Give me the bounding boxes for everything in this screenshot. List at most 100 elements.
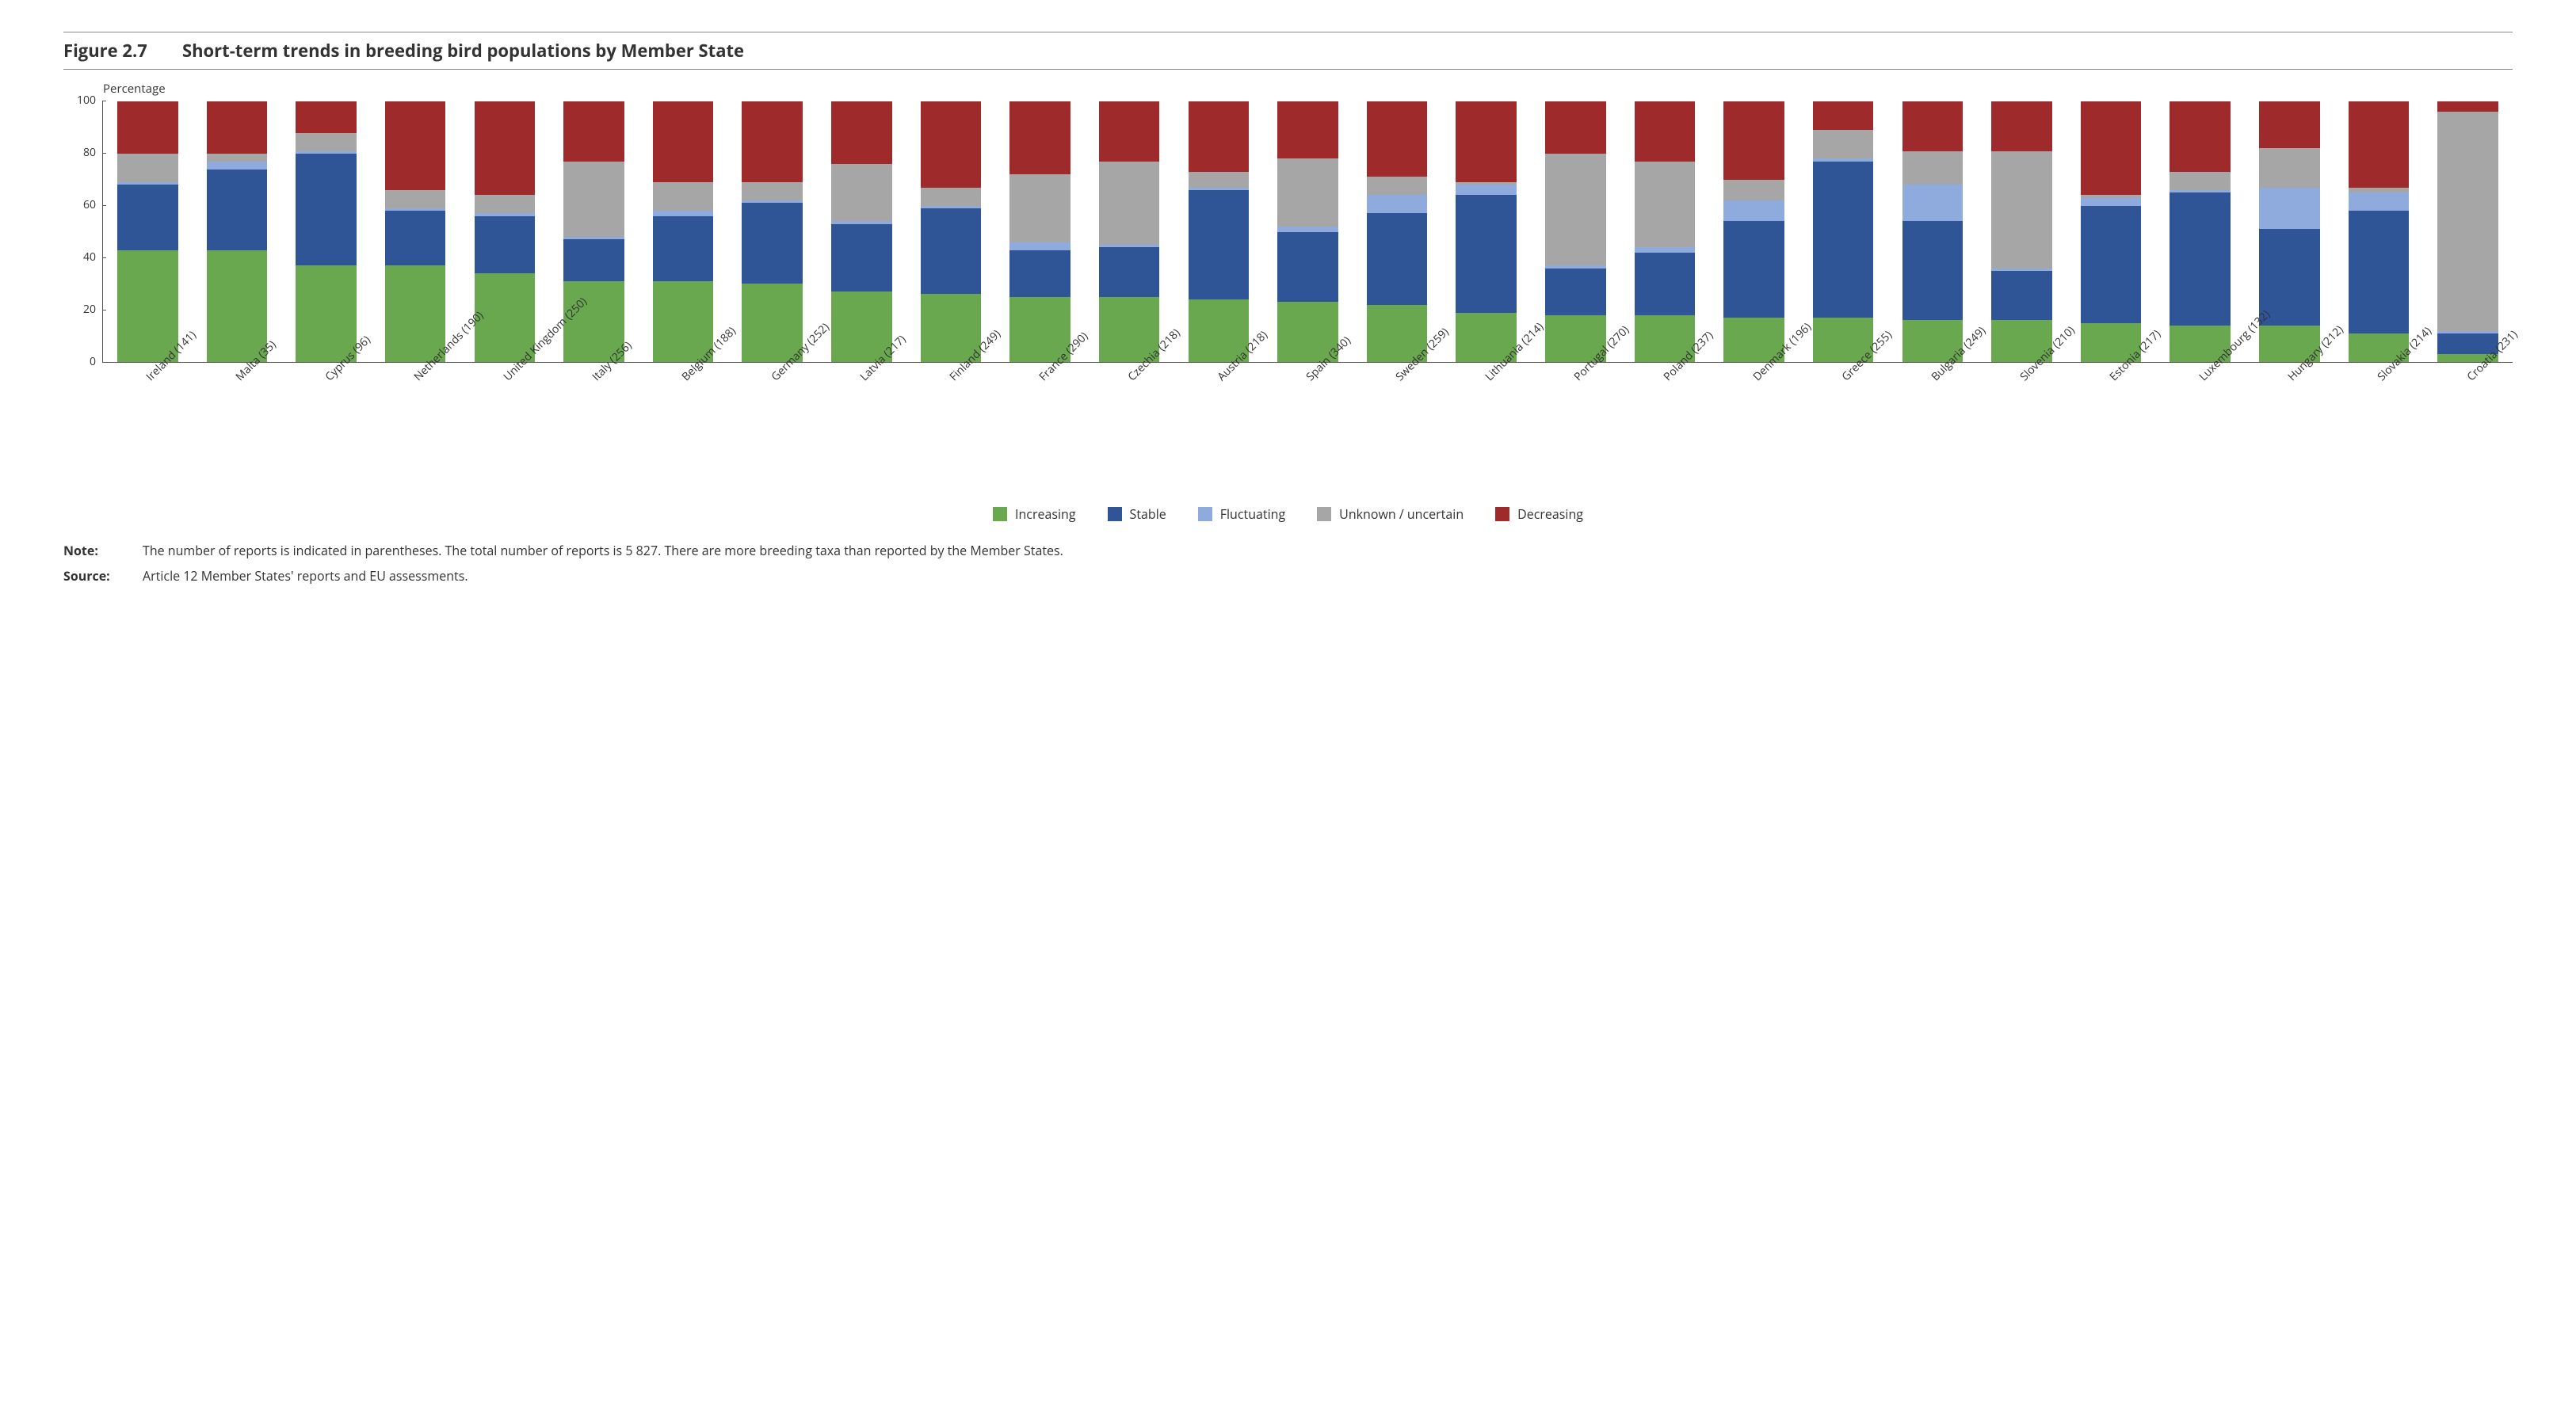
x-label-slot: Lithuania (214): [1441, 363, 1531, 497]
bar-segment-decreasing: [1277, 101, 1338, 158]
bar-slot: [103, 101, 193, 362]
bar-segment-unknown: [475, 195, 536, 213]
bar-segment-decreasing: [1991, 101, 2052, 151]
stacked-bar: [831, 101, 892, 362]
y-tick-label: 80: [83, 145, 96, 160]
bar-segment-decreasing: [1635, 101, 1696, 162]
legend-label: Fluctuating: [1220, 505, 1285, 523]
figure-title: Short-term trends in breeding bird popul…: [182, 39, 744, 63]
bar-slot: [817, 101, 906, 362]
bar-slot: [2067, 101, 2156, 362]
bar-segment-fluctuating: [2349, 192, 2410, 211]
bar-segment-unknown: [1635, 162, 1696, 248]
bar-segment-decreasing: [742, 101, 803, 182]
bar-slot: [727, 101, 817, 362]
stacked-bar: [742, 101, 803, 362]
bar-segment-decreasing: [385, 101, 446, 190]
bar-segment-stable: [653, 216, 714, 281]
x-label-slot: Bulgaria (249): [1888, 363, 1978, 497]
bar-segment-fluctuating: [1723, 200, 1784, 221]
bar-segment-unknown: [117, 154, 178, 182]
stacked-bar: [2081, 101, 2142, 362]
x-label-slot: Netherlands (190): [371, 363, 460, 497]
bar-segment-fluctuating: [207, 162, 268, 170]
bar-segment-stable: [921, 208, 982, 295]
y-axis: 020406080100: [63, 101, 103, 363]
figure-container: Figure 2.7 Short-term trends in breeding…: [63, 32, 2513, 585]
y-axis-label: Percentage: [103, 81, 2513, 97]
bar-segment-decreasing: [1813, 101, 1874, 130]
stacked-bar: [653, 101, 714, 362]
bar-segment-stable: [1545, 269, 1606, 315]
bar-segment-unknown: [653, 182, 714, 211]
bar-segment-fluctuating: [653, 211, 714, 216]
bar-segment-decreasing: [1456, 101, 1517, 182]
stacked-bar: [1277, 101, 1338, 362]
bar-slot: [906, 101, 996, 362]
bar-segment-fluctuating: [1367, 195, 1428, 213]
bar-segment-unknown: [1009, 174, 1070, 242]
bar-segment-decreasing: [1902, 101, 1963, 151]
bar-segment-stable: [1009, 250, 1070, 297]
x-axis-labels: Ireland (141)Malta (35)Cyprus (96)Nether…: [103, 363, 2513, 497]
y-tick-label: 40: [83, 250, 96, 265]
stacked-bar: [1456, 101, 1517, 362]
bar-slot: [1977, 101, 2067, 362]
bar-segment-decreasing: [563, 101, 624, 162]
x-label-slot: Latvia (217): [817, 363, 906, 497]
x-label-slot: Sweden (259): [1353, 363, 1442, 497]
bar-segment-stable: [1813, 162, 1874, 318]
x-label-slot: United Kingdom (250): [460, 363, 550, 497]
stacked-bar: [1813, 101, 1874, 362]
stacked-bar: [921, 101, 982, 362]
bar-segment-fluctuating: [1277, 227, 1338, 232]
bar-segment-unknown: [2259, 148, 2320, 187]
source-label: Source:: [63, 567, 143, 585]
bar-segment-decreasing: [117, 101, 178, 154]
bar-segment-fluctuating: [1009, 242, 1070, 250]
legend-label: Stable: [1130, 505, 1166, 523]
note-label: Note:: [63, 542, 143, 559]
bar-slot: [1263, 101, 1353, 362]
bar-segment-increasing: [117, 250, 178, 362]
legend-item-decreasing: Decreasing: [1495, 505, 1583, 523]
x-label-slot: Slovakia (214): [2334, 363, 2424, 497]
bar-segment-decreasing: [1723, 101, 1784, 180]
bar-segment-fluctuating: [1635, 247, 1696, 253]
bar-segment-increasing: [207, 250, 268, 362]
note-text: The number of reports is indicated in pa…: [143, 542, 2513, 559]
stacked-bar: [2349, 101, 2410, 362]
bar-segment-stable: [1991, 271, 2052, 321]
x-label-slot: Italy (256): [549, 363, 639, 497]
bar-segment-stable: [2170, 192, 2231, 326]
legend-swatch: [1495, 507, 1509, 521]
bar-segment-unknown: [2437, 112, 2498, 330]
bar-segment-fluctuating: [2081, 198, 2142, 206]
bar-segment-unknown: [2349, 188, 2410, 193]
x-label-slot: Belgium (188): [639, 363, 728, 497]
bar-segment-unknown: [563, 162, 624, 237]
x-label-slot: Luxembourg (132): [2155, 363, 2245, 497]
bar-slot: [281, 101, 371, 362]
bar-segment-decreasing: [1009, 101, 1070, 174]
bar-segment-unknown: [385, 190, 446, 208]
stacked-bar: [2437, 101, 2498, 362]
bar-slot: [371, 101, 460, 362]
bar-segment-unknown: [1902, 151, 1963, 185]
bar-slot: [193, 101, 282, 362]
source-text: Article 12 Member States' reports and EU…: [143, 567, 2513, 585]
x-label-slot: Finland (249): [906, 363, 996, 497]
bar-segment-stable: [385, 211, 446, 265]
legend-swatch: [1108, 507, 1122, 521]
bar-segment-decreasing: [1099, 101, 1160, 162]
bar-segment-decreasing: [831, 101, 892, 164]
bar-segment-stable: [1277, 232, 1338, 303]
x-label-slot: Hungary (212): [2245, 363, 2334, 497]
legend-item-unknown: Unknown / uncertain: [1317, 505, 1464, 523]
bar-segment-unknown: [1991, 151, 2052, 269]
x-label-slot: Austria (218): [1174, 363, 1264, 497]
bar-slot: [2334, 101, 2424, 362]
x-label-slot: Denmark (196): [1709, 363, 1799, 497]
legend-item-stable: Stable: [1108, 505, 1166, 523]
bar-segment-stable: [1367, 213, 1428, 304]
